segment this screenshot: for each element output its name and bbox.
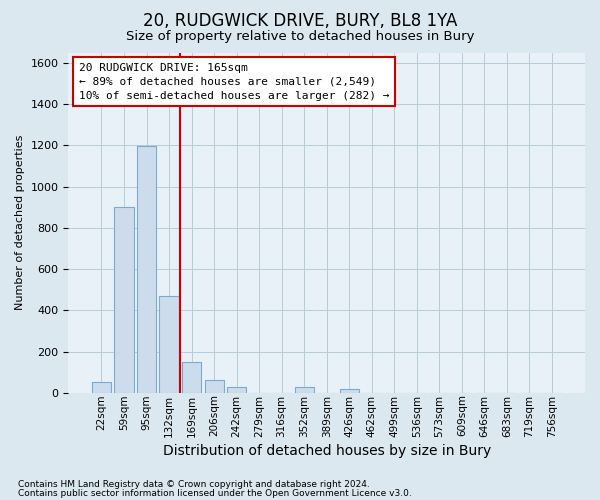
Bar	[92, 382, 111, 393]
Bar	[295, 388, 314, 393]
Text: Size of property relative to detached houses in Bury: Size of property relative to detached ho…	[126, 30, 474, 43]
Bar	[160, 296, 179, 393]
Bar	[137, 146, 156, 393]
Bar	[340, 389, 359, 393]
Bar	[205, 380, 224, 393]
Text: Contains HM Land Registry data © Crown copyright and database right 2024.: Contains HM Land Registry data © Crown c…	[18, 480, 370, 489]
Text: 20 RUDGWICK DRIVE: 165sqm
← 89% of detached houses are smaller (2,549)
10% of se: 20 RUDGWICK DRIVE: 165sqm ← 89% of detac…	[79, 62, 389, 100]
Bar	[115, 208, 134, 393]
Y-axis label: Number of detached properties: Number of detached properties	[15, 135, 25, 310]
Bar	[227, 387, 246, 393]
X-axis label: Distribution of detached houses by size in Bury: Distribution of detached houses by size …	[163, 444, 491, 458]
Text: Contains public sector information licensed under the Open Government Licence v3: Contains public sector information licen…	[18, 488, 412, 498]
Text: 20, RUDGWICK DRIVE, BURY, BL8 1YA: 20, RUDGWICK DRIVE, BURY, BL8 1YA	[143, 12, 457, 30]
Bar	[182, 362, 201, 393]
